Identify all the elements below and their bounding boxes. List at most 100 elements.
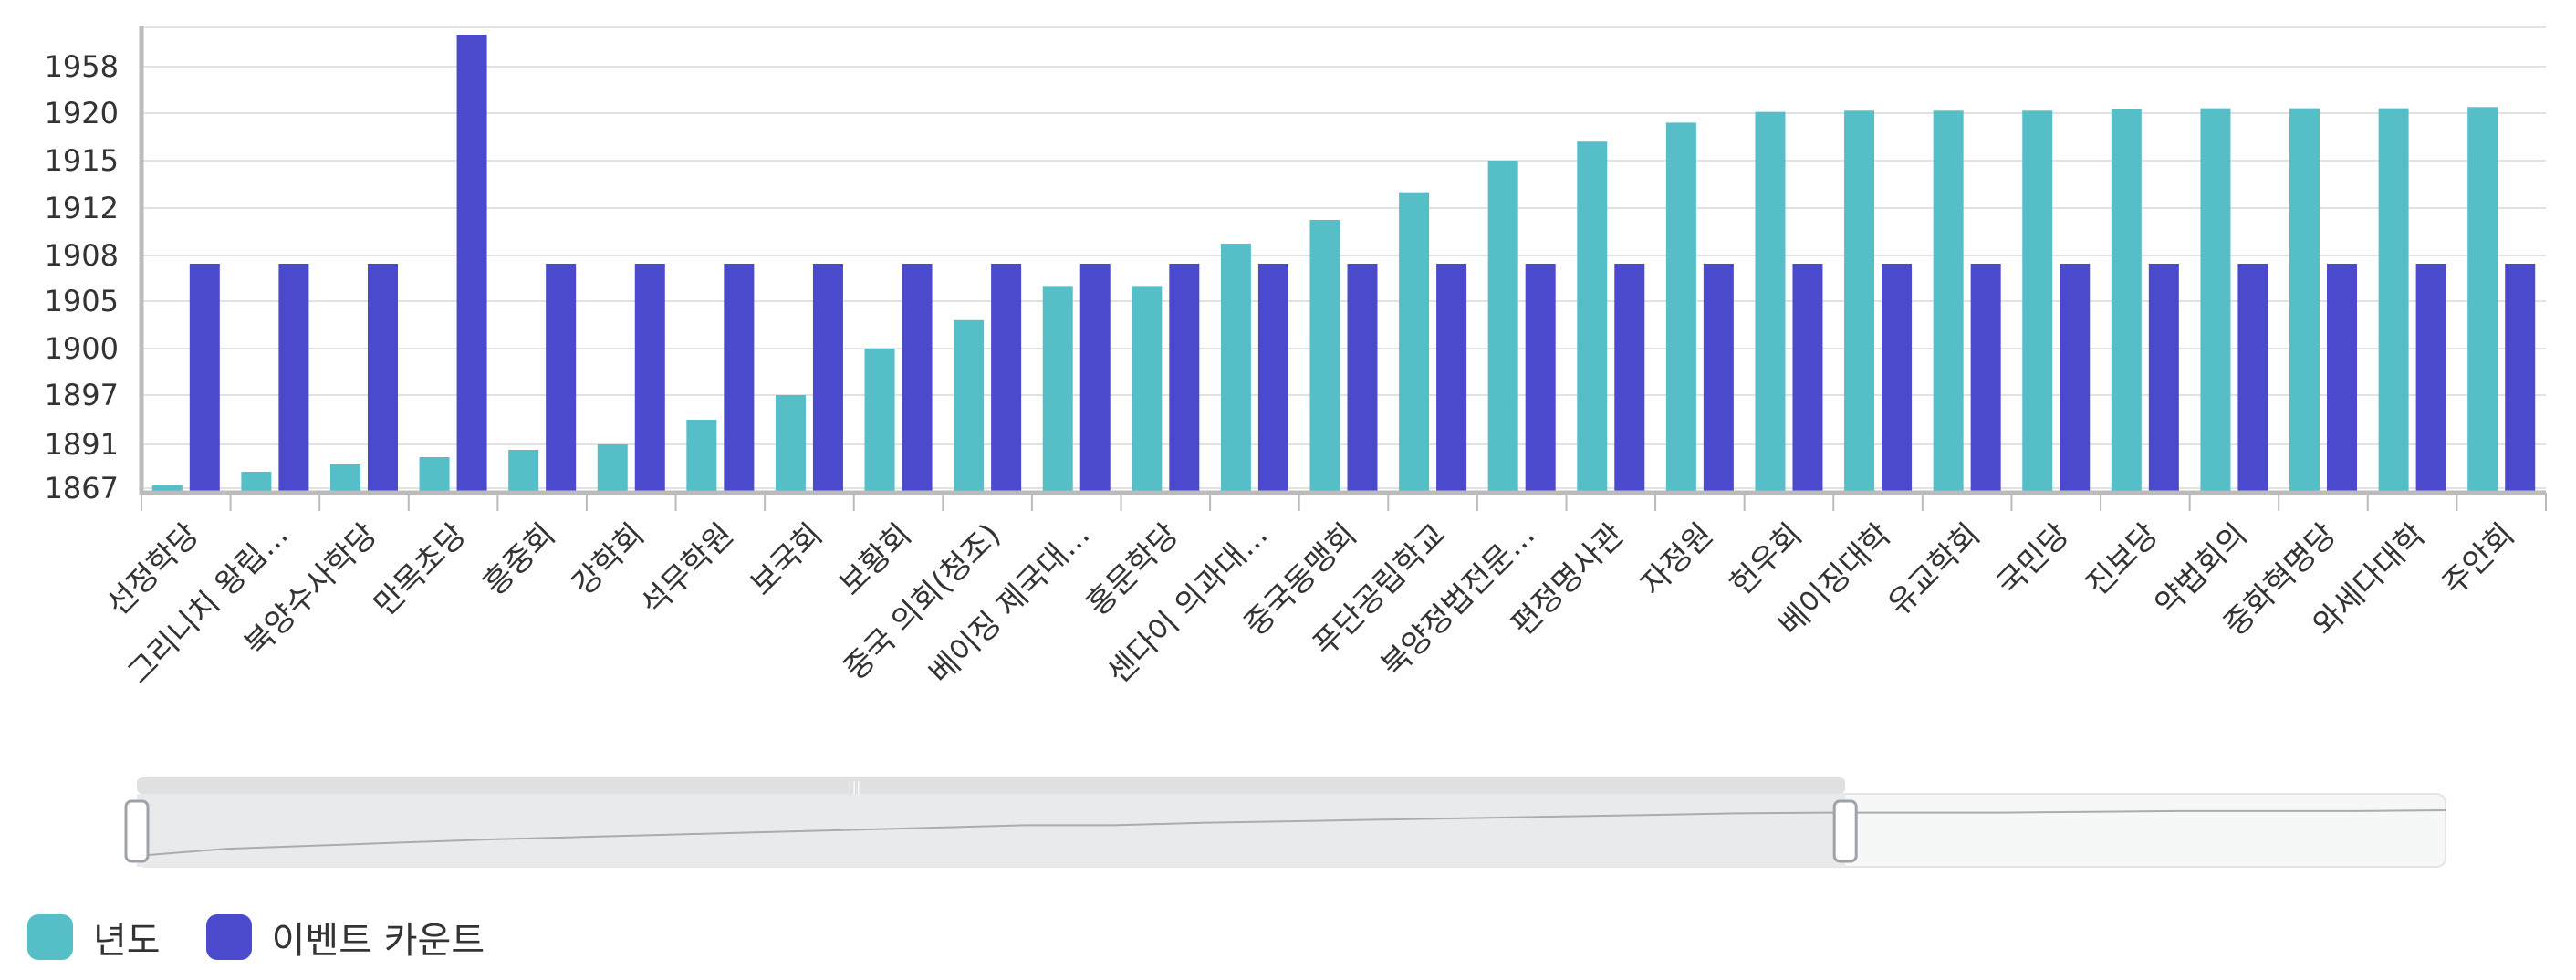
bar-event-count	[2237, 264, 2268, 493]
legend: 년도 이벤트 카운트	[27, 911, 530, 964]
bar-event-count	[1792, 264, 1823, 493]
axes	[139, 26, 2547, 511]
bar-event-count	[1614, 264, 1645, 493]
bar-year	[686, 420, 717, 493]
bar-year	[419, 457, 450, 493]
zoom-preview-line	[136, 809, 2446, 857]
bar-year	[2200, 108, 2231, 493]
bar-event-count	[456, 35, 487, 493]
bar-chart: 1867 1891 1897 1900 1905 1908 1912 1915 1920 1958…	[45, 26, 2547, 868]
y-tick-label: 1915	[45, 143, 119, 178]
bar-event-count	[2327, 264, 2358, 493]
bar-year	[1399, 192, 1430, 493]
bar-year	[508, 450, 539, 493]
x-category-label: 북양정법전문...	[1374, 516, 1542, 684]
bar-event-count	[1257, 264, 1288, 493]
x-category-label: 유교학회	[1881, 516, 1987, 623]
x-category-label: 흥중회	[476, 516, 563, 603]
x-category-label: 헌우회	[1723, 516, 1809, 603]
zoom-selected-range	[137, 794, 1846, 867]
bar-event-count	[1525, 264, 1556, 493]
y-tick-label: 1912	[45, 191, 119, 225]
bar-year	[775, 395, 806, 493]
x-category-label: 그리니치 왕립...	[120, 516, 296, 692]
data-zoom-slider[interactable]: |||	[124, 777, 2446, 868]
bar-year	[1665, 122, 1696, 493]
x-category-label: 센다이 의과대...	[1100, 516, 1276, 692]
bar-year	[151, 485, 183, 493]
grid-lines	[141, 26, 2546, 489]
bar-event-count	[189, 264, 220, 493]
x-category-label: 만목초당	[367, 516, 474, 623]
bar-event-count	[1169, 264, 1200, 493]
y-tick-label: 1958	[45, 49, 119, 84]
legend-label-year: 년도	[93, 920, 161, 962]
bars	[151, 35, 2536, 493]
zoom-move-bar	[137, 777, 1846, 794]
bar-year	[2022, 110, 2053, 493]
legend-swatch-event-count	[205, 914, 252, 960]
bar-year	[1042, 286, 1073, 493]
bar-year	[1309, 220, 1340, 493]
x-category-label: 보황회	[832, 516, 919, 603]
y-tick-label: 1905	[45, 284, 119, 318]
x-category-label: 석무학원	[634, 516, 741, 623]
bar-year	[1577, 141, 1608, 493]
bar-year	[2378, 108, 2409, 493]
bar-event-count	[1436, 264, 1467, 493]
bar-event-count	[2060, 264, 2091, 493]
x-category-label: 강학회	[565, 516, 652, 603]
legend-swatch-year	[27, 914, 73, 960]
y-tick-label: 1920	[45, 96, 119, 130]
x-category-label: 베이징 제국대...	[923, 516, 1098, 692]
x-category-label: 주안회	[2435, 516, 2522, 603]
bar-year	[1933, 110, 1964, 493]
bar-event-count	[991, 264, 1022, 493]
bar-event-count	[2505, 264, 2536, 493]
bar-event-count	[1882, 264, 1913, 493]
zoom-grip-icon: |||	[848, 780, 860, 795]
bar-year	[864, 349, 895, 493]
bar-year	[954, 319, 985, 493]
bar-event-count	[1079, 264, 1111, 493]
bar-year	[2467, 107, 2498, 493]
bar-event-count	[2415, 264, 2446, 493]
bar-event-count	[1347, 264, 1378, 493]
bar-year	[1487, 161, 1518, 493]
y-tick-label: 1867	[45, 471, 119, 506]
x-category-label: 진보당	[2080, 516, 2166, 603]
bar-event-count	[1703, 264, 1734, 493]
bar-year	[2289, 108, 2320, 493]
zoom-start-handle[interactable]	[124, 799, 150, 863]
legend-label-event-count: 이벤트 카운트	[271, 920, 485, 962]
y-tick-label: 1891	[45, 427, 119, 462]
bar-year	[1844, 110, 1875, 493]
x-category-label: 중국 의회(청조)	[837, 516, 1007, 687]
y-axis-tick-labels: 1867 1891 1897 1900 1905 1908 1912 1915 1920 1958	[45, 49, 119, 506]
x-category-label: 자정원	[1634, 516, 1721, 603]
y-tick-label: 1897	[45, 378, 119, 412]
bar-event-count	[2148, 264, 2179, 493]
legend-item-year[interactable]: 년도	[27, 911, 161, 964]
bar-event-count	[546, 264, 577, 493]
bar-event-count	[902, 264, 933, 493]
bar-year	[1755, 111, 1786, 493]
bar-year	[1132, 286, 1163, 493]
bar-event-count	[1970, 264, 2001, 493]
zoom-end-handle[interactable]	[1832, 799, 1858, 863]
bar-year	[597, 444, 628, 493]
bar-year	[1220, 244, 1251, 493]
y-tick-label: 1908	[45, 238, 119, 273]
bar-event-count	[724, 264, 755, 493]
bar-year	[2111, 109, 2142, 493]
x-category-label: 국민당	[1990, 516, 2077, 603]
bar-year	[241, 472, 272, 493]
x-category-label: 보국회	[744, 516, 830, 603]
y-tick-label: 1900	[45, 331, 119, 366]
bar-event-count	[367, 264, 398, 493]
bar-event-count	[812, 264, 843, 493]
bar-event-count	[634, 264, 665, 493]
legend-item-event-count[interactable]: 이벤트 카운트	[205, 911, 485, 964]
bar-year	[329, 464, 360, 493]
